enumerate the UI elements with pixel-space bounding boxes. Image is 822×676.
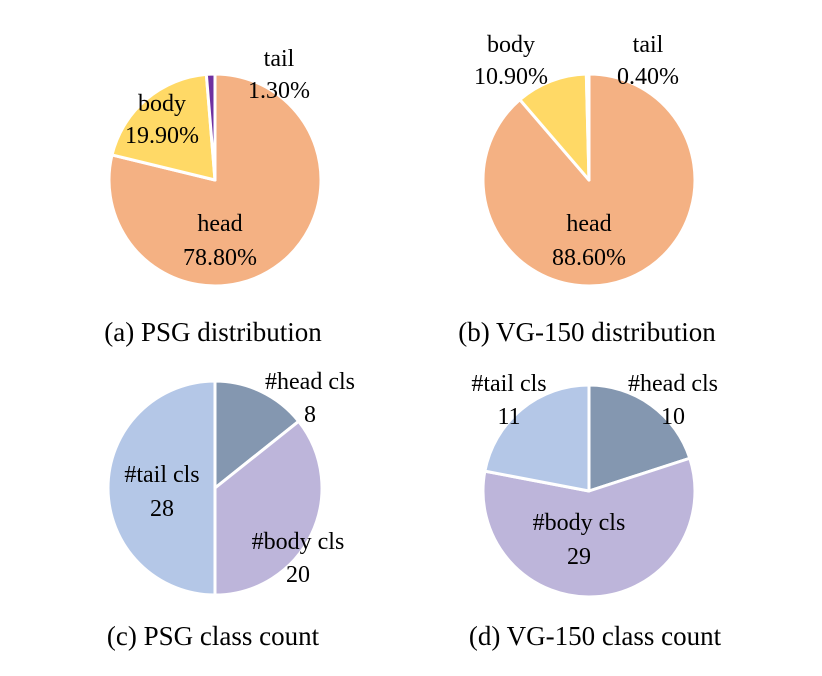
pie-slice-tail-cls <box>106 379 217 597</box>
chart-caption: (b) VG-150 distribution <box>458 317 716 347</box>
pie-slice-tail-cls <box>483 383 591 493</box>
slice-name-label: #tail cls <box>124 462 199 488</box>
pie-slice-body-cls <box>213 419 324 597</box>
slice-value-label: 78.80% <box>183 245 257 271</box>
slice-name-label: #head cls <box>265 369 355 395</box>
pie-slice-head-cls <box>213 379 301 490</box>
slice-name-label: head <box>566 211 611 237</box>
slice-name-label: head <box>197 211 242 237</box>
slice-name-label: body <box>487 32 535 58</box>
pie-slice-head-cls <box>587 383 692 493</box>
slice-value-label: 19.90% <box>125 123 199 149</box>
pie-slice-tail <box>584 72 591 182</box>
pie-chart-psg-class-count: #head cls 8 #tail cls 28 #body cls 20 (c… <box>106 369 355 651</box>
slice-value-label: 29 <box>567 544 591 570</box>
chart-caption: (a) PSG distribution <box>104 317 322 347</box>
slice-name-label: body <box>138 91 186 117</box>
slice-value-label: 8 <box>304 402 316 428</box>
slice-value-label: 0.40% <box>617 64 679 90</box>
pie-slice-tail <box>204 72 217 182</box>
pie-chart-psg-distribution: tail 1.30% body 19.90% head 78.80% (a) P… <box>104 46 323 347</box>
chart-caption: (c) PSG class count <box>107 621 320 651</box>
slice-name-label: #body cls <box>252 529 345 555</box>
slice-name-label: #body cls <box>533 510 626 536</box>
slice-value-label: 10 <box>661 404 685 430</box>
slice-value-label: 88.60% <box>552 245 626 271</box>
slice-value-label: 28 <box>150 496 174 522</box>
pie-chart-vg150-distribution: body 10.90% tail 0.40% head 88.60% (b) V… <box>458 32 716 347</box>
slice-name-label: #tail cls <box>471 371 546 397</box>
slice-name-label: tail <box>264 46 295 72</box>
pie-slice-head <box>107 72 323 288</box>
pie-slice-body-cls <box>481 456 697 599</box>
slice-value-label: 11 <box>497 404 520 430</box>
pie-slice-body <box>110 72 217 182</box>
slice-name-label: tail <box>633 32 664 58</box>
slice-value-label: 20 <box>286 562 310 588</box>
slice-value-label: 1.30% <box>248 78 310 104</box>
pie-chart-vg150-class-count: #head cls 10 #tail cls 11 #body cls 29 (… <box>469 371 722 651</box>
chart-caption: (d) VG-150 class count <box>469 621 722 651</box>
slice-name-label: #head cls <box>628 371 718 397</box>
slice-value-label: 10.90% <box>474 64 548 90</box>
